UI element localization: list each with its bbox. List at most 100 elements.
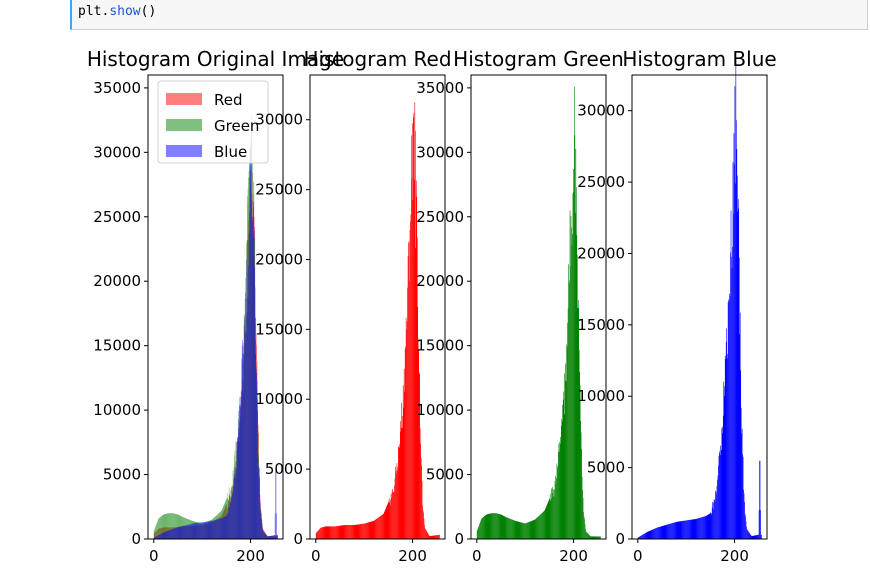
histogram-bin xyxy=(722,433,723,539)
histogram-bin xyxy=(173,528,175,539)
histogram-bin xyxy=(643,534,644,539)
histogram-bin xyxy=(353,525,354,539)
histogram-bin xyxy=(238,427,239,539)
histogram-bin xyxy=(222,517,223,539)
histogram-bin xyxy=(409,281,410,539)
histogram-bin xyxy=(685,520,687,539)
histogram-bin xyxy=(553,496,555,539)
histogram-bin xyxy=(681,521,683,539)
histogram-bin xyxy=(326,526,328,539)
histogram-bin xyxy=(175,527,177,539)
histogram-bin xyxy=(191,523,192,539)
histogram-bin xyxy=(154,537,156,539)
histogram-bin xyxy=(690,519,691,539)
code-cell[interactable]: plt.show() xyxy=(70,0,868,30)
histogram-bin xyxy=(321,527,323,539)
histogram-bin xyxy=(157,520,159,539)
histogram-bin xyxy=(652,529,653,539)
histogram-bin xyxy=(563,391,565,539)
histogram-bin xyxy=(644,533,645,539)
histogram-bin xyxy=(332,526,333,539)
histogram-bin xyxy=(672,522,674,539)
histogram-bin xyxy=(727,353,728,539)
histogram-bin xyxy=(429,535,430,539)
histogram-bin xyxy=(591,536,593,539)
histogram-bin xyxy=(538,516,539,539)
histogram-bin xyxy=(568,283,570,539)
histogram-bin xyxy=(492,513,494,539)
histogram-bin xyxy=(699,517,700,539)
histogram-bin xyxy=(416,237,418,539)
histogram-bin xyxy=(432,535,434,539)
histogram-bin xyxy=(488,513,490,539)
histogram-bin xyxy=(161,533,162,539)
histogram-bin xyxy=(329,526,331,539)
histogram-bin xyxy=(168,513,170,539)
histogram-bin xyxy=(650,530,652,539)
histogram-bin xyxy=(155,525,157,539)
histogram-bin xyxy=(510,518,511,539)
histogram-bin xyxy=(374,520,375,539)
histogram-bin xyxy=(558,452,559,539)
histogram-bin xyxy=(245,333,247,539)
y-tick-label: 20000 xyxy=(577,244,625,262)
histogram-bin xyxy=(702,516,704,539)
x-tick-label: 200 xyxy=(398,547,427,565)
histogram-bin xyxy=(516,521,518,539)
histogram-bin xyxy=(180,526,182,539)
histogram-bin xyxy=(591,536,592,539)
histogram-bin xyxy=(163,532,164,539)
histogram-bin xyxy=(211,520,213,539)
code-object: plt xyxy=(78,4,102,19)
histogram-bin xyxy=(554,480,556,539)
histogram-bin xyxy=(598,536,599,539)
axes-frame xyxy=(309,74,446,540)
histogram-bin xyxy=(211,520,212,539)
histogram-bin xyxy=(342,525,344,539)
histogram-bin xyxy=(277,535,278,539)
histogram-bin xyxy=(251,115,252,539)
y-tick-label: 25000 xyxy=(416,208,464,226)
y-tick-label: 5000 xyxy=(426,466,464,484)
histogram-bin xyxy=(549,498,550,539)
histogram-bin xyxy=(506,517,508,539)
histogram-bin xyxy=(434,535,435,539)
histogram-bin xyxy=(342,525,344,539)
histogram-bin xyxy=(337,526,338,539)
histogram-bin xyxy=(641,535,643,539)
histogram-bin xyxy=(389,504,391,539)
histogram-bin xyxy=(476,530,478,539)
histogram-bin xyxy=(659,526,660,539)
histogram-bin xyxy=(380,516,381,539)
histogram-bin xyxy=(583,516,585,539)
histogram-bin xyxy=(344,525,345,539)
histogram-bin xyxy=(397,470,398,539)
histogram-bin xyxy=(172,528,174,539)
y-tick-label: 25000 xyxy=(93,208,141,226)
histogram-bin xyxy=(162,532,164,539)
histogram-bin xyxy=(695,518,697,539)
histogram-bin xyxy=(520,522,522,539)
y-tick-label: 5000 xyxy=(587,459,625,477)
histogram-bin xyxy=(215,519,216,539)
histogram-bin xyxy=(690,519,692,539)
y-tick-label: 15000 xyxy=(416,337,464,355)
histogram-bin xyxy=(694,519,696,539)
histogram-bin xyxy=(729,296,731,539)
histogram-bin xyxy=(258,477,260,539)
histogram-bin xyxy=(531,521,532,539)
histogram-bin xyxy=(175,513,176,539)
histogram-bin xyxy=(438,534,439,539)
histogram-bin xyxy=(400,431,402,539)
histogram-bin xyxy=(420,443,421,539)
histogram-bin xyxy=(165,513,167,539)
histogram-bin xyxy=(543,511,544,539)
histogram-bin xyxy=(315,533,317,539)
histogram-bin xyxy=(552,496,554,539)
histogram-bin xyxy=(667,524,669,539)
histogram-bin xyxy=(424,524,425,539)
histogram-bin xyxy=(423,512,424,539)
histogram-bin xyxy=(557,466,559,539)
histogram-bin xyxy=(154,537,155,539)
histogram-bin xyxy=(741,433,742,539)
